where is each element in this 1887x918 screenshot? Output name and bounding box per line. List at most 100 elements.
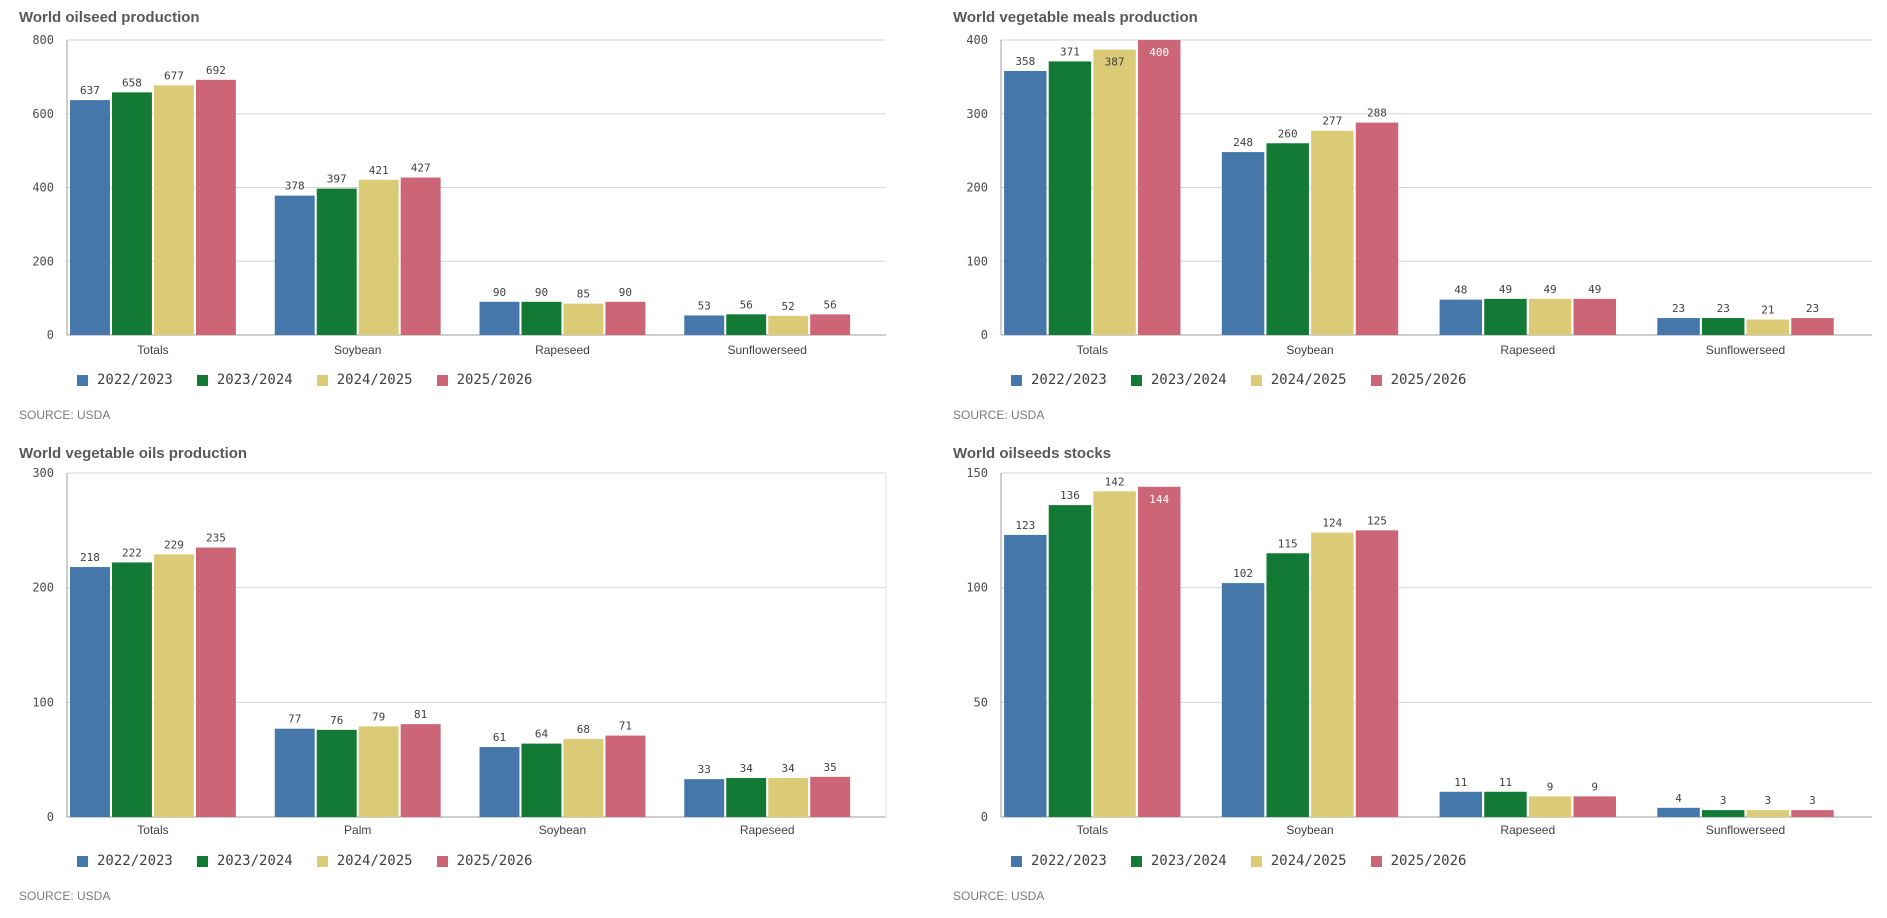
- data-label: 21: [1761, 304, 1774, 317]
- bar: [1311, 532, 1354, 817]
- legend-item: 2024/2025: [316, 853, 413, 869]
- legend-item: 2025/2026: [1370, 853, 1466, 869]
- bar: [70, 100, 110, 335]
- data-label: 3: [1809, 794, 1816, 807]
- data-label: 136: [1060, 489, 1080, 502]
- data-label: 77: [288, 713, 301, 726]
- bar: [1657, 807, 1700, 817]
- y-tick-label: 300: [966, 107, 988, 121]
- bar: [195, 79, 236, 335]
- legend-item: 2025/2026: [436, 853, 532, 869]
- bar: [521, 743, 562, 817]
- chart-svg: 0 100 200 300 400 358 371 387 400 Totals 248 260 277…: [966, 33, 1872, 357]
- data-label: 427: [411, 162, 431, 175]
- y-tick-label: 100: [32, 695, 54, 709]
- legend-label: 2023/2024: [1150, 372, 1227, 388]
- data-label: 124: [1322, 517, 1342, 530]
- category-label: Sunflowerseed: [1706, 823, 1785, 837]
- data-label: 125: [1367, 514, 1387, 527]
- data-label: 222: [122, 546, 142, 559]
- bar: [563, 303, 604, 335]
- bar: [1746, 810, 1790, 817]
- y-tick-label: 400: [32, 181, 54, 195]
- legend-swatch: [196, 374, 208, 386]
- legend-label: 2022/2023: [97, 372, 173, 388]
- data-label: 49: [1543, 283, 1556, 296]
- bar: [1138, 486, 1181, 817]
- data-label: 49: [1588, 283, 1601, 296]
- category-label: Rapeseed: [535, 343, 590, 357]
- bar: [1439, 791, 1483, 817]
- y-tick-label: 300: [32, 466, 54, 480]
- legend-swatch: [1370, 855, 1382, 867]
- y-tick-label: 0: [981, 328, 988, 342]
- category-label: Soybean: [1286, 343, 1333, 357]
- data-label: 9: [1547, 780, 1554, 793]
- data-label: 56: [740, 298, 753, 311]
- data-label: 387: [1105, 56, 1125, 69]
- y-tick-label: 200: [32, 254, 54, 268]
- source-note: SOURCE: USDA: [19, 408, 111, 422]
- bar: [479, 747, 520, 817]
- bar: [1791, 318, 1834, 335]
- legend-swatch: [77, 374, 88, 386]
- data-label: 48: [1454, 284, 1467, 297]
- data-label: 102: [1233, 567, 1253, 580]
- data-label: 692: [206, 64, 226, 77]
- bar: [521, 301, 562, 335]
- bar: [768, 778, 809, 817]
- bar: [316, 729, 357, 817]
- y-tick-label: 150: [966, 466, 988, 480]
- bar: [195, 547, 236, 817]
- legend-label: 2024/2025: [1270, 853, 1347, 869]
- bar: [1701, 318, 1745, 335]
- chart-legend: 2022/2023 2023/2024 2024/2025 2025/2026: [1011, 853, 1490, 869]
- bar: [1004, 70, 1047, 335]
- category-label: Soybean: [334, 343, 381, 357]
- bar: [726, 314, 767, 335]
- bar: [153, 85, 194, 335]
- legend-item: 2024/2025: [1250, 372, 1347, 388]
- bar: [605, 301, 646, 335]
- data-label: 90: [535, 286, 548, 299]
- category-label: Rapeseed: [1500, 343, 1555, 357]
- data-label: 260: [1278, 127, 1298, 140]
- category-label: Totals: [137, 823, 168, 837]
- bar: [111, 92, 152, 335]
- data-label: 218: [80, 551, 100, 564]
- bar: [274, 728, 315, 817]
- data-label: 277: [1322, 115, 1342, 128]
- data-label: 23: [1717, 302, 1730, 315]
- data-label: 11: [1454, 776, 1467, 789]
- legend-item: 2023/2024: [196, 372, 293, 388]
- legend-swatch: [316, 855, 328, 867]
- legend-swatch: [1370, 374, 1382, 386]
- category-label: Soybean: [1286, 823, 1333, 837]
- y-tick-label: 0: [47, 810, 54, 824]
- bar: [274, 195, 315, 335]
- category-label: Sunflowerseed: [728, 343, 807, 357]
- chart-svg: 0 200 400 600 800 637 658 677 692 Totals 378 397 421…: [32, 33, 886, 357]
- bar: [726, 778, 767, 817]
- legend-swatch: [436, 374, 448, 386]
- chart-title: World vegetable oils production: [19, 445, 248, 462]
- chart-panel-vegetable-meals-production: 0 100 200 300 400 358 371 387 400 Totals 248 260 277…: [934, 0, 1877, 459]
- bar: [1093, 49, 1136, 336]
- legend-item: 2024/2025: [316, 372, 413, 388]
- legend-label: 2022/2023: [1031, 853, 1107, 869]
- data-label: 677: [164, 69, 184, 82]
- legend-swatch: [196, 855, 208, 867]
- chart-panel-vegetable-oils-production: 0 100 200 300 218 222 229 235 Totals 77 76 79 81 Palm…: [0, 445, 943, 918]
- source-note: SOURCE: USDA: [953, 889, 1045, 903]
- data-label: 23: [1806, 302, 1819, 315]
- bar: [1791, 810, 1834, 817]
- data-label: 3: [1765, 794, 1772, 807]
- legend-item: 2022/2023: [1011, 372, 1107, 388]
- legend-swatch: [1250, 374, 1262, 386]
- legend-swatch: [1011, 374, 1022, 386]
- y-tick-label: 400: [966, 33, 988, 47]
- legend-item: 2022/2023: [77, 853, 173, 869]
- data-label: 79: [372, 710, 385, 723]
- data-label: 378: [285, 180, 305, 193]
- data-label: 11: [1499, 776, 1512, 789]
